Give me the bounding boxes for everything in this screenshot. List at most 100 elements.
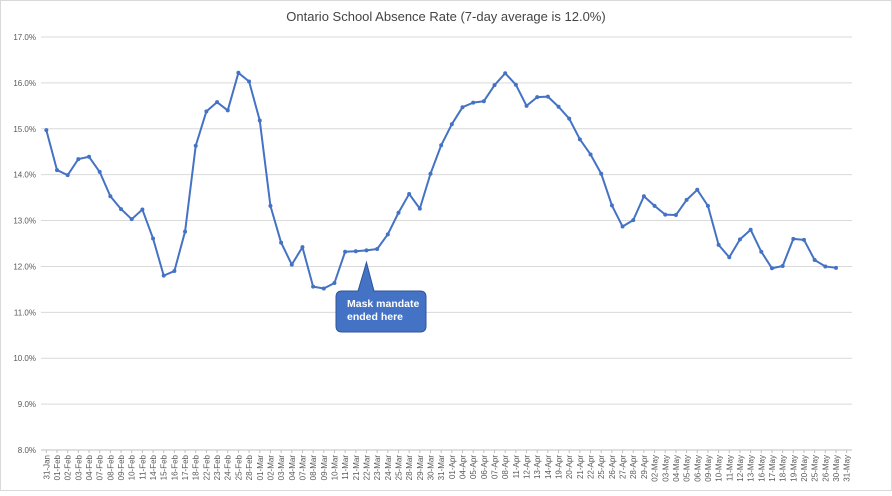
y-tick-label: 17.0% bbox=[13, 33, 36, 42]
x-tick-label: 28-Apr bbox=[629, 455, 638, 479]
data-point bbox=[140, 207, 145, 212]
data-point bbox=[44, 128, 49, 133]
y-tick-label: 11.0% bbox=[14, 308, 36, 317]
data-point bbox=[428, 171, 433, 176]
x-tick-label: 06-May bbox=[693, 455, 702, 482]
x-tick-label: 19-May bbox=[789, 455, 798, 482]
callout-box bbox=[335, 260, 427, 333]
data-point bbox=[737, 237, 742, 242]
data-point bbox=[812, 258, 817, 263]
x-tick-label: 11-Mar bbox=[341, 455, 350, 480]
data-point bbox=[172, 269, 177, 274]
x-tick-label: 17-Feb bbox=[181, 454, 190, 480]
data-point bbox=[364, 248, 369, 253]
y-axis: 8.0% 9.0% 10.0% 11.0% 12.0% 13.0% 14.0% 15.0% 16… bbox=[13, 33, 36, 455]
x-tick-label: 16-Feb bbox=[170, 454, 179, 480]
data-point bbox=[513, 82, 518, 87]
y-tick-label: 12.0% bbox=[13, 262, 36, 271]
data-point bbox=[129, 217, 134, 222]
data-point bbox=[108, 194, 113, 199]
data-point bbox=[279, 240, 284, 245]
data-point bbox=[791, 236, 796, 241]
data-point bbox=[577, 137, 582, 142]
chart-title: Ontario School Absence Rate (7-day avera… bbox=[286, 9, 605, 24]
x-tick-label: 02-Feb bbox=[64, 454, 73, 480]
x-tick-label: 17-May bbox=[768, 455, 777, 482]
x-tick-label: 08-Feb bbox=[106, 454, 115, 480]
x-tick-label: 24-Feb bbox=[224, 454, 233, 480]
data-point bbox=[695, 187, 700, 192]
x-tick-label: 28-Mar bbox=[405, 455, 414, 481]
data-point bbox=[503, 71, 508, 76]
y-tick-label: 10.0% bbox=[13, 354, 36, 363]
data-point bbox=[759, 249, 764, 254]
data-point bbox=[151, 236, 156, 241]
x-tick-label: 25-Feb bbox=[234, 454, 243, 480]
data-point bbox=[769, 266, 774, 271]
data-point bbox=[193, 143, 198, 148]
x-tick-label: 10-May bbox=[715, 455, 724, 482]
data-point bbox=[183, 229, 188, 234]
data-point bbox=[663, 212, 668, 217]
x-tick-label: 14-Apr bbox=[544, 455, 553, 479]
series-group bbox=[44, 70, 838, 291]
x-tick-label: 11-Feb bbox=[138, 454, 147, 479]
x-tick-label: 21-Apr bbox=[576, 455, 585, 479]
data-point bbox=[673, 213, 678, 218]
x-tick-label: 03-Feb bbox=[74, 454, 83, 480]
x-tick-label: 06-Apr bbox=[480, 455, 489, 479]
y-tick-label: 9.0% bbox=[18, 400, 36, 409]
data-point bbox=[588, 152, 593, 157]
x-tick-label: 09-Feb bbox=[117, 454, 126, 480]
y-tick-label: 14.0% bbox=[13, 171, 36, 180]
x-tick-label: 09-May bbox=[704, 455, 713, 482]
x-tick-label: 19-Apr bbox=[555, 455, 564, 479]
x-tick-label: 26-May bbox=[821, 455, 830, 482]
data-point bbox=[439, 143, 444, 148]
x-tick-label: 04-May bbox=[672, 455, 681, 482]
data-point bbox=[343, 249, 348, 254]
data-point bbox=[385, 232, 390, 237]
x-axis: 31-Jan 01-Feb 02-Feb 03-Feb 04-Feb 07-Feb 08-F… bbox=[42, 450, 852, 482]
y-tick-label: 16.0% bbox=[13, 79, 36, 88]
x-tick-label: 31-Mar bbox=[437, 455, 446, 481]
x-tick-label: 24-Mar bbox=[384, 455, 393, 481]
y-tick-label: 13.0% bbox=[13, 217, 36, 226]
x-tick-label: 30-May bbox=[832, 455, 841, 482]
x-tick-label: 25-May bbox=[811, 455, 820, 482]
x-tick-label: 07-Feb bbox=[96, 454, 105, 480]
x-tick-label: 30-Mar bbox=[426, 455, 435, 481]
data-point bbox=[545, 94, 550, 99]
x-tick-label: 08-Apr bbox=[501, 455, 510, 479]
data-point bbox=[375, 247, 380, 252]
gridlines bbox=[41, 36, 852, 451]
data-point bbox=[300, 245, 305, 250]
data-point bbox=[76, 157, 81, 162]
data-point bbox=[609, 203, 614, 208]
x-tick-label: 01-Apr bbox=[448, 455, 457, 479]
x-tick-label: 20-May bbox=[800, 455, 809, 482]
x-tick-label: 13-May bbox=[747, 455, 756, 482]
data-point bbox=[535, 95, 540, 100]
data-point bbox=[119, 207, 124, 212]
x-tick-label: 14-Feb bbox=[149, 454, 158, 480]
x-tick-label: 12-May bbox=[736, 455, 745, 482]
x-tick-label: 28-Feb bbox=[245, 454, 254, 480]
x-tick-label: 05-Apr bbox=[469, 455, 478, 479]
data-point bbox=[449, 122, 454, 127]
x-tick-label: 08-Mar bbox=[309, 455, 318, 481]
x-tick-label: 16-May bbox=[757, 455, 766, 482]
x-tick-label: 04-Mar bbox=[288, 455, 297, 481]
x-tick-label: 26-Apr bbox=[608, 455, 617, 479]
x-tick-label: 22-Feb bbox=[202, 454, 211, 480]
data-point bbox=[396, 210, 401, 215]
x-tick-label: 01-Feb bbox=[53, 454, 62, 480]
data-point bbox=[801, 237, 806, 242]
x-tick-label: 23-Feb bbox=[213, 454, 222, 480]
x-tick-label: 10-Mar bbox=[330, 455, 339, 481]
x-tick-label: 15-Feb bbox=[160, 454, 169, 480]
data-point bbox=[332, 280, 337, 285]
data-point bbox=[684, 197, 689, 202]
